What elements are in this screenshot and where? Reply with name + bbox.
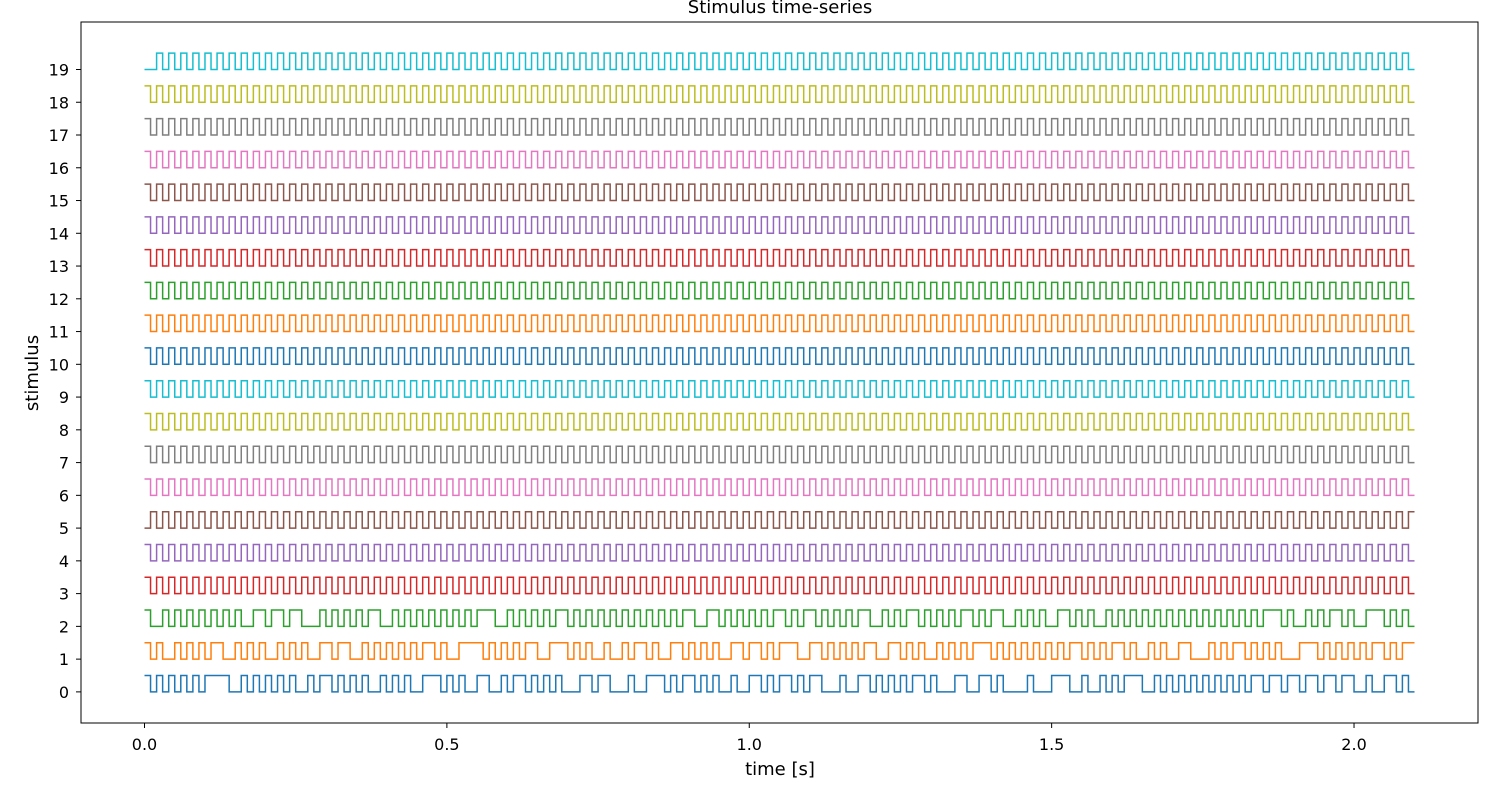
y-tick-label: 9 [59, 388, 69, 407]
y-tick-label: 8 [59, 421, 69, 440]
x-axis: 0.0 0.5 1.0 1.5 2.0 [132, 723, 1367, 754]
series-line-13 [144, 248, 1415, 267]
series-line-18 [144, 85, 1415, 103]
series-line-1 [144, 642, 1415, 660]
series-line-9 [144, 379, 1415, 398]
y-tick-label: 16 [49, 159, 69, 178]
x-tick-label: 0.0 [132, 735, 157, 754]
series-line-10 [144, 347, 1415, 366]
x-tick-label: 1.5 [1039, 735, 1064, 754]
y-tick-label: 5 [59, 519, 69, 538]
y-tick-label: 19 [49, 60, 69, 79]
y-tick-label: 14 [49, 224, 69, 243]
series-line-8 [144, 412, 1415, 431]
y-tick-label: 12 [49, 290, 69, 309]
y-tick-label: 4 [59, 552, 69, 571]
x-tick-label: 1.0 [737, 735, 762, 754]
y-axis-title: stimulus [22, 335, 43, 411]
series-line-7 [144, 445, 1415, 464]
y-tick-label: 10 [49, 355, 69, 374]
y-tick-label: 0 [59, 683, 69, 702]
series-line-16 [144, 150, 1415, 169]
series-line-3 [144, 576, 1415, 595]
x-tick-label: 2.0 [1341, 735, 1366, 754]
y-tick-label: 18 [49, 93, 69, 112]
y-tick-label: 6 [59, 486, 69, 505]
series-line-5 [144, 510, 1415, 529]
y-tick-label: 3 [59, 585, 69, 604]
series-line-19 [144, 52, 1415, 71]
series-layer [144, 52, 1415, 693]
series-line-12 [144, 281, 1415, 300]
series-line-17 [144, 117, 1415, 136]
series-line-0 [144, 674, 1415, 693]
series-line-14 [144, 216, 1415, 235]
series-line-11 [144, 314, 1415, 333]
series-line-6 [144, 478, 1415, 497]
y-tick-label: 1 [59, 650, 69, 669]
series-line-2 [144, 609, 1415, 628]
y-tick-label: 13 [49, 257, 69, 276]
y-tick-label: 7 [59, 454, 69, 473]
x-tick-label: 0.5 [434, 735, 459, 754]
series-line-4 [144, 543, 1415, 562]
x-axis-title: time [s] [745, 759, 815, 780]
y-tick-label: 15 [49, 192, 69, 211]
plot-frame [80, 21, 1479, 724]
y-tick-label: 11 [49, 323, 69, 342]
y-tick-label: 2 [59, 617, 69, 636]
series-line-15 [144, 183, 1415, 202]
y-tick-label: 17 [49, 126, 69, 145]
chart-title: Stimulus time-series [688, 0, 872, 18]
